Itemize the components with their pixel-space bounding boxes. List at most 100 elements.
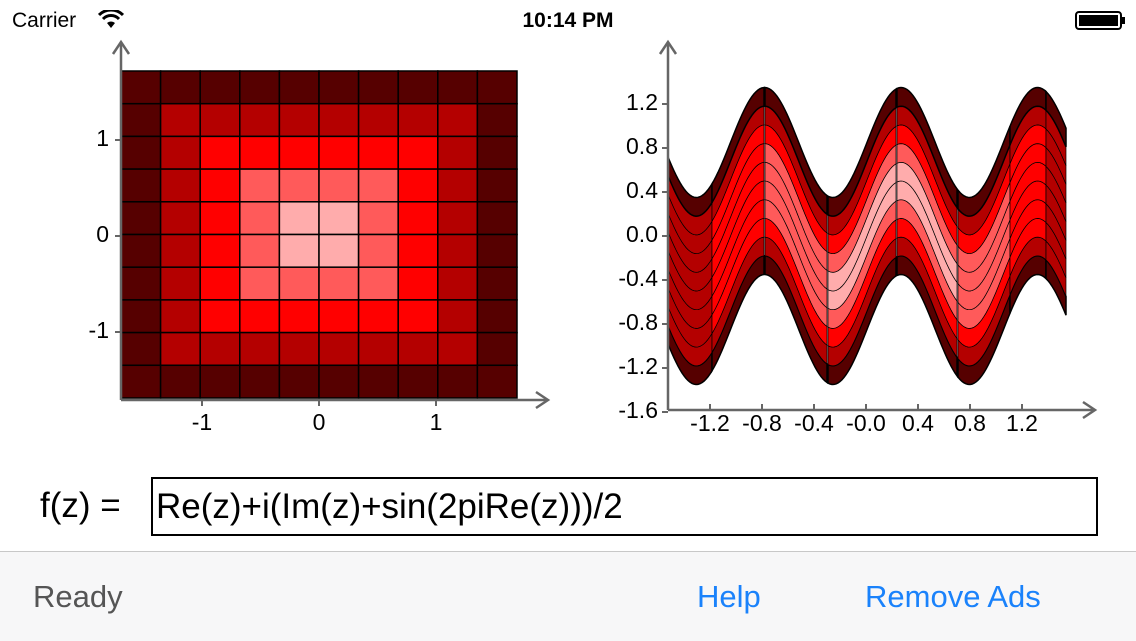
grid-cell [437,168,479,203]
grid-cell [159,135,201,170]
left-x-arrow [535,390,551,410]
grid-cell [357,102,399,138]
grid-cell [397,201,439,236]
plots: -1 0 1 1 0 -1 -1.2 -0.8 -0.4 -0.0 0.4 0.8 1.2 1.2 0.8 0… [89,39,1098,436]
grid-cell [357,168,399,203]
grid-cell [278,233,320,268]
x-tick-label: -1.2 [690,410,730,436]
grid-cell [397,135,439,170]
grid-cell [239,299,281,334]
grid-cell [239,233,281,268]
grid-cell [476,364,518,399]
grid-cell [397,70,439,105]
grid-cell [278,266,320,301]
y-tick-label: -1.2 [618,353,658,379]
grid-cell [278,102,320,138]
grid-cell [120,299,162,334]
grid-cell [437,135,479,170]
grid-cell [120,331,162,367]
grid-cell [318,331,360,367]
wifi-icon [98,10,124,28]
grid-cell [120,135,162,170]
grid-cell [199,331,241,367]
grid-cell [318,201,360,236]
grid-cell [357,266,399,301]
left-y-arrow [111,39,131,55]
grid-cell [120,266,162,301]
y-tick-label: 0 [96,221,109,247]
surface-cell [827,87,897,217]
y-tick-label: -0.4 [618,265,658,291]
grid-cell [476,135,518,170]
grid-cell [397,331,439,367]
grid-cell [239,331,281,367]
grid-cell [357,135,399,170]
grid-cell [199,135,241,170]
grid-cell [278,168,320,203]
x-tick-label: -0.8 [742,410,782,436]
clock: 10:14 PM [522,9,614,32]
grid-cell [437,70,479,105]
grid-cell [239,364,281,399]
grid-cell [476,299,518,334]
grid-cell [199,168,241,203]
grid-cell [397,233,439,268]
grid-cell [278,135,320,170]
help-button[interactable]: Help [697,579,761,614]
surface-cell [711,86,765,206]
grid-cell [278,70,320,105]
grid-cell [278,299,320,334]
grid-cell [318,233,360,268]
grid-cell [239,201,281,236]
x-tick-label: 0.4 [902,410,934,436]
grid-cell [397,266,439,301]
remove-ads-button[interactable]: Remove Ads [865,579,1041,614]
grid-cell [397,168,439,203]
grid-cell [159,364,201,399]
grid-cell [278,364,320,399]
surface-cell [896,86,958,210]
grid-cell [397,299,439,334]
grid-cell [159,331,201,367]
y-tick-label: 1 [96,125,109,151]
grid-cell [476,266,518,301]
grid-cell [318,102,360,138]
grid-cell [357,70,399,105]
function-input[interactable]: Re(z)+i(Im(z)+sin(2piRe(z)))/2 [151,477,1098,536]
x-tick-label: -1 [192,409,212,435]
y-tick-label: -1 [89,317,109,343]
y-tick-label: -0.8 [618,309,658,335]
x-tick-label: -0.4 [794,410,834,436]
grid-cell [199,266,241,301]
grid-cell [437,266,479,301]
grid-cell [159,102,201,138]
grid-cell [357,299,399,334]
grid-cell [120,364,162,399]
grid-cell [318,135,360,170]
grid-cell [357,233,399,268]
right-y-arrow [658,39,678,55]
grid-cell [159,233,201,268]
grid-cell [397,364,439,399]
y-tick-label: 0.8 [626,133,658,159]
x-tick-label: 0 [313,409,326,435]
grid-cell [159,168,201,203]
y-tick-label: 1.2 [626,89,658,115]
x-tick-label: -0.0 [846,410,886,436]
grid-cell [199,233,241,268]
grid-cell [239,135,281,170]
grid-cell [357,201,399,236]
x-tick-label: 1 [430,409,443,435]
grid-cell [239,266,281,301]
grid-cell [476,168,518,203]
surface-cell [764,86,828,216]
y-tick-label: 0.4 [626,177,658,203]
grid-cell [318,70,360,105]
grid-cell [476,70,518,105]
grid-cell [437,299,479,334]
grid-cell [199,201,241,236]
grid-cell [159,70,201,105]
grid-cell [437,364,479,399]
grid-cell [239,102,281,138]
